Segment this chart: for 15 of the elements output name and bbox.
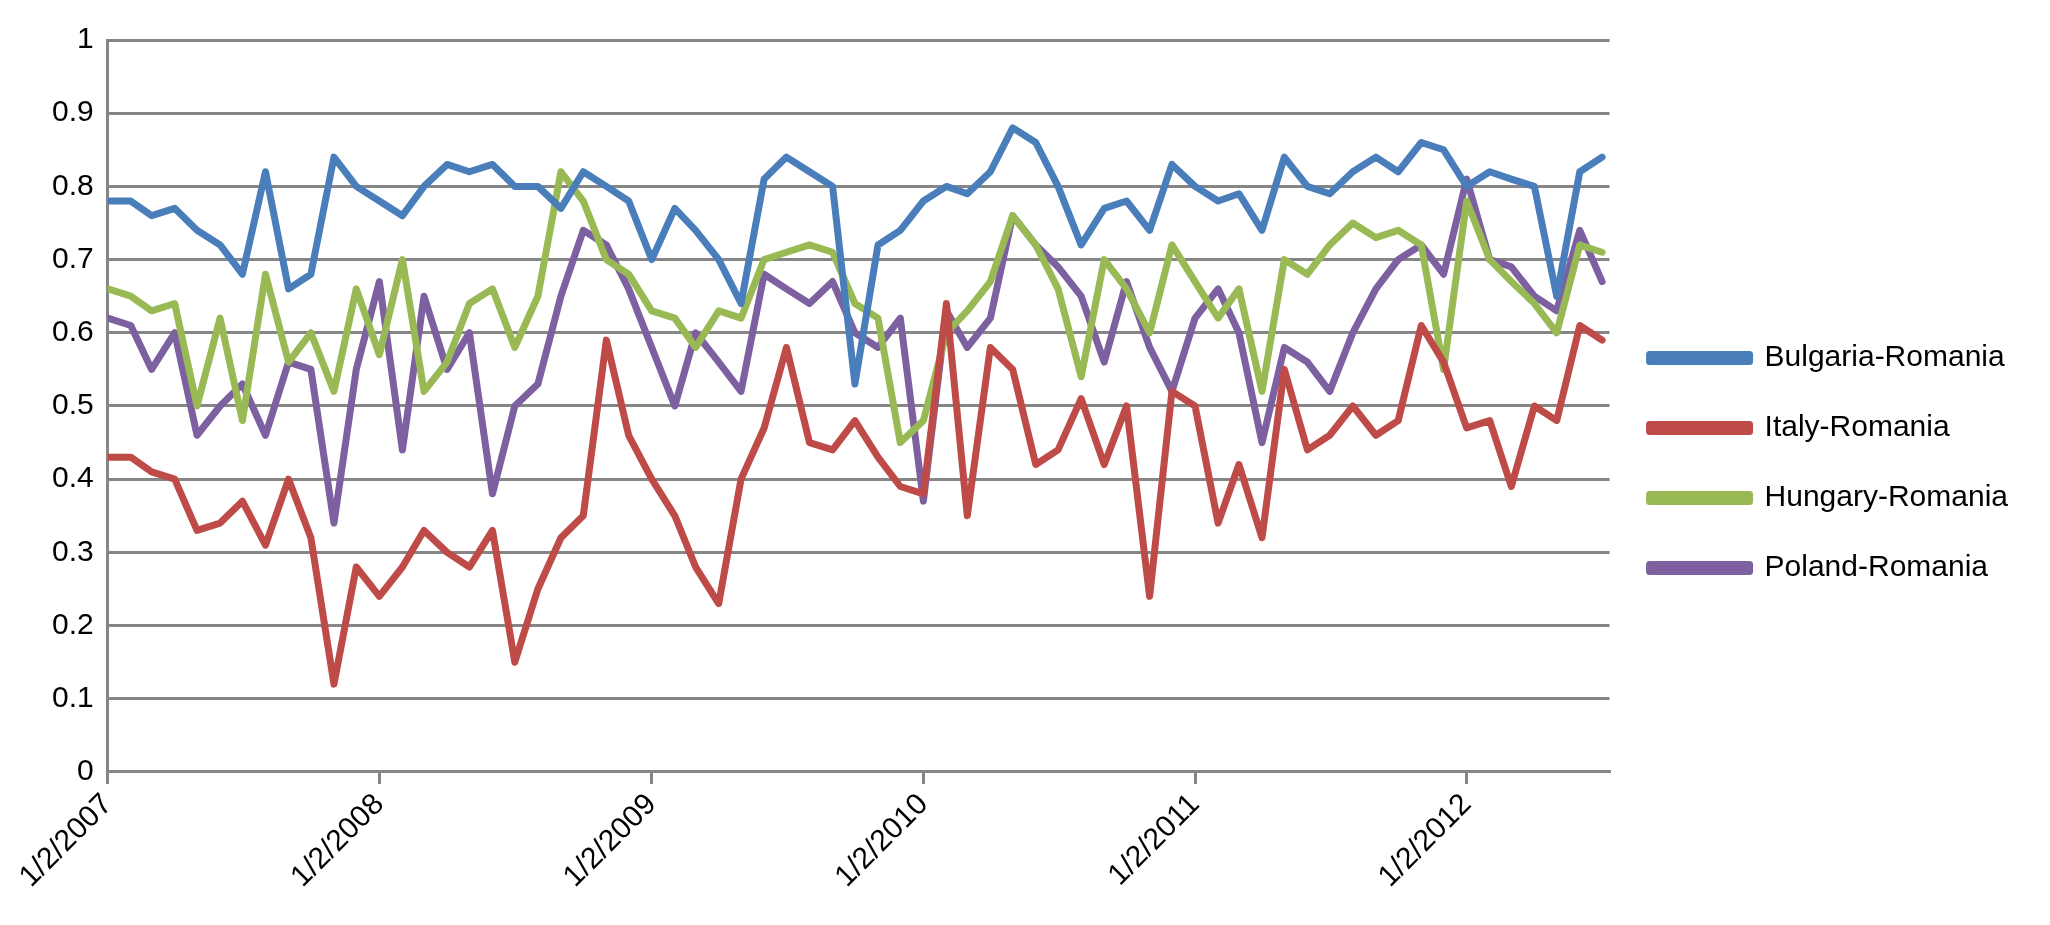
- y-tick-label: 0.5: [51, 387, 94, 421]
- y-tick-label: 0.2: [51, 606, 94, 640]
- y-tick-label: 0: [77, 753, 94, 787]
- y-tick-label: 0.8: [51, 167, 94, 201]
- legend-label: Hungary-Romania: [1764, 479, 2009, 513]
- legend-label: Bulgaria-Romania: [1764, 339, 2005, 373]
- y-tick-label: 0.7: [51, 240, 94, 274]
- legend-label: Italy-Romania: [1764, 409, 1950, 443]
- y-tick-label: 0.4: [51, 460, 94, 494]
- y-tick-label: 1: [77, 21, 94, 55]
- y-tick-label: 0.9: [51, 94, 94, 128]
- y-tick-label: 0.1: [51, 680, 94, 714]
- y-tick-label: 0.6: [51, 314, 94, 348]
- y-tick-label: 0.3: [51, 533, 94, 567]
- legend-label: Poland-Romania: [1764, 549, 1989, 583]
